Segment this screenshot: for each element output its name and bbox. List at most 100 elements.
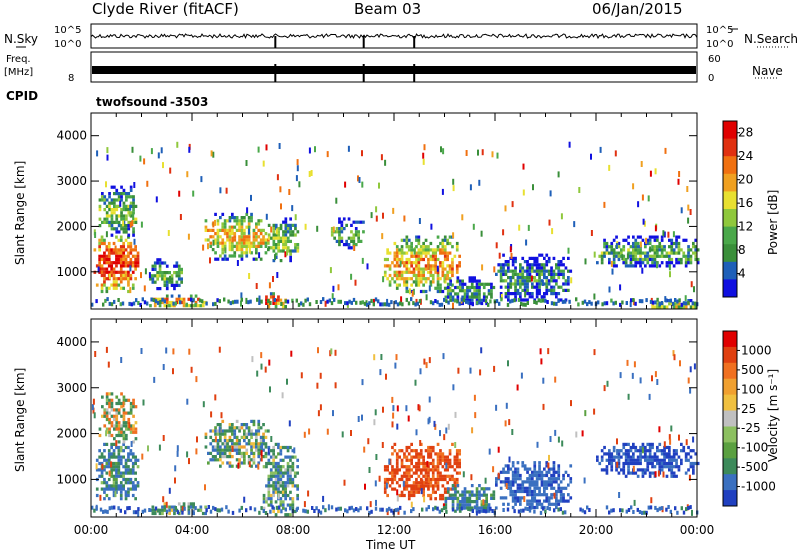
scatter-cell <box>267 445 271 450</box>
scatter-cell <box>603 254 606 258</box>
scatter-cell <box>415 254 418 258</box>
scatter-cell <box>245 442 249 446</box>
scatter-cell <box>480 503 484 507</box>
scatter-cell <box>284 487 287 491</box>
scatter-cell <box>110 267 113 271</box>
scatter-cell <box>332 410 334 417</box>
scatter-cell <box>240 222 244 226</box>
scatter-cell <box>639 452 642 456</box>
scatter-cell <box>112 493 116 498</box>
scatter-cell <box>677 245 681 249</box>
scatter-cell <box>284 305 287 309</box>
scatter-cell <box>629 471 633 475</box>
scatter-cell <box>547 279 551 283</box>
scatter-cell <box>129 411 133 415</box>
scatter-cell <box>105 487 109 491</box>
scatter-cell <box>489 299 492 304</box>
scatter-cell <box>449 289 452 293</box>
scatter-cell <box>689 305 693 309</box>
scatter-cell <box>284 227 288 231</box>
scatter-cell <box>284 481 287 485</box>
scatter-cell <box>235 448 239 452</box>
scatter-cell <box>115 208 119 212</box>
scatter-cell <box>235 244 239 248</box>
scatter-cell <box>137 510 140 517</box>
scatter-cell <box>405 487 409 491</box>
scatter-cell <box>482 490 486 494</box>
scatter-cell <box>231 426 234 430</box>
scatter-cell <box>105 220 109 224</box>
scatter-cell <box>113 505 116 510</box>
scatter-cell <box>169 275 171 282</box>
scatter-cell <box>649 246 652 253</box>
scatter-cell <box>583 477 586 484</box>
scatter-cell <box>622 465 626 469</box>
scatter-cell <box>108 433 111 438</box>
scatter-cell <box>436 506 439 511</box>
scatter-cell <box>552 276 556 280</box>
scatter-cell <box>684 238 688 242</box>
scatter-cell <box>221 251 225 255</box>
scatter-cell <box>132 198 135 202</box>
scatter-cell <box>543 292 546 296</box>
scatter-cell <box>388 477 392 482</box>
scatter-cell <box>441 273 445 278</box>
scatter-cell <box>636 458 640 462</box>
scatter-cell <box>455 455 459 459</box>
scatter-cell <box>584 410 587 417</box>
scatter-cell <box>677 468 681 472</box>
scatter-cell <box>248 273 251 279</box>
scatter-cell <box>543 480 546 484</box>
scatter-cell <box>110 445 113 450</box>
scatter-cell <box>93 248 97 252</box>
scatter-cell <box>427 270 430 274</box>
scatter-cell <box>434 251 437 255</box>
scatter-cell <box>350 430 352 436</box>
scatter-cell <box>632 248 635 252</box>
scatter-cell <box>462 298 466 303</box>
scatter-cell <box>492 496 496 500</box>
scatter-cell <box>117 261 121 265</box>
scatter-cell <box>124 248 128 252</box>
scatter-cell <box>357 416 360 422</box>
scatter-cell <box>297 302 301 307</box>
scatter-cell <box>490 493 493 497</box>
scatter-cell <box>443 257 447 262</box>
scatter-cell <box>174 477 176 484</box>
scatter-cell <box>132 440 135 444</box>
velocity-colorbar-tick-label: -500 <box>741 460 768 474</box>
scatter-cell <box>509 480 513 484</box>
scatter-cell <box>493 365 496 372</box>
scatter-cell <box>220 412 223 419</box>
scatter-cell <box>282 249 285 253</box>
scatter-cell <box>449 279 452 283</box>
scatter-cell <box>612 251 616 255</box>
scatter-cell <box>267 493 271 498</box>
scatter-cell <box>531 493 534 497</box>
scatter-cell <box>120 401 123 406</box>
scatter-cell <box>342 243 346 247</box>
scatter-cell <box>507 266 510 270</box>
scatter-cell <box>161 277 164 281</box>
scatter-cell <box>632 241 635 246</box>
scatter-cell <box>675 305 678 309</box>
scatter-cell <box>526 266 529 270</box>
scatter-cell <box>270 236 273 240</box>
scatter-cell <box>398 484 401 488</box>
scatter-cell <box>163 274 167 278</box>
scatter-cell <box>431 267 435 271</box>
scatter-cell <box>134 471 137 475</box>
scatter-cell <box>514 470 517 474</box>
scatter-cell <box>552 486 556 490</box>
scatter-cell <box>202 244 205 251</box>
scatter-cell <box>108 214 111 218</box>
scatter-cell <box>672 350 675 357</box>
scatter-cell <box>545 276 549 280</box>
scatter-cell <box>491 509 494 513</box>
scatter-cell <box>395 283 399 287</box>
scatter-cell <box>405 481 409 485</box>
scatter-cell <box>149 304 152 308</box>
scatter-cell <box>233 426 237 430</box>
scatter-cell <box>417 484 421 488</box>
scatter-cell <box>233 232 237 236</box>
